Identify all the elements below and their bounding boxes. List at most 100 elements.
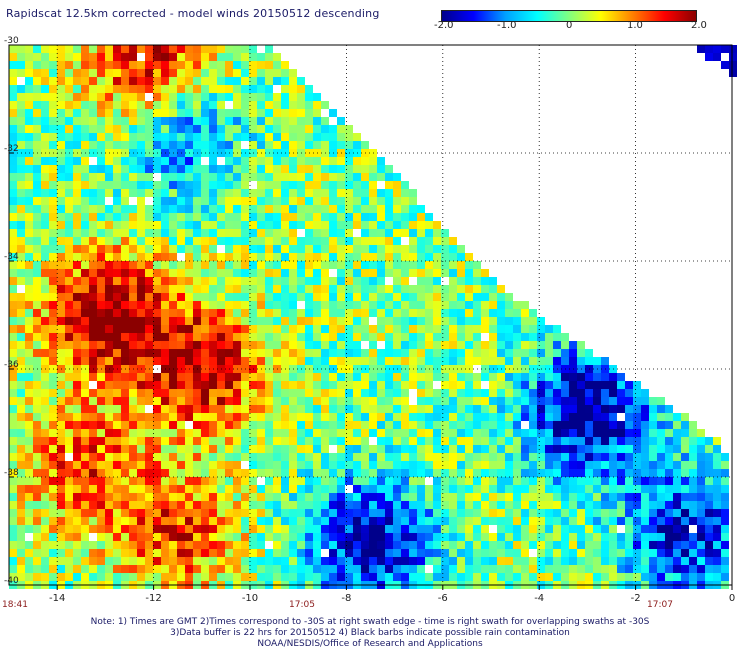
data-cell	[153, 205, 161, 213]
data-cell	[281, 205, 289, 213]
data-cell	[137, 349, 145, 357]
data-cell	[41, 357, 49, 365]
data-cell	[33, 325, 41, 333]
data-cell	[25, 77, 33, 85]
data-cell	[121, 397, 129, 405]
data-cell	[433, 277, 441, 285]
data-cell	[89, 85, 97, 93]
data-cell	[225, 213, 233, 221]
data-cell	[17, 109, 25, 117]
data-cell	[369, 237, 377, 245]
data-cell	[257, 573, 265, 581]
data-cell	[425, 541, 433, 549]
data-cell	[633, 453, 641, 461]
data-cell	[481, 405, 489, 413]
data-cell	[393, 501, 401, 509]
data-cell	[521, 461, 529, 469]
data-cell	[585, 477, 593, 485]
data-cell	[385, 341, 393, 349]
data-cell	[489, 485, 497, 493]
data-cell	[545, 533, 553, 541]
data-cell	[41, 93, 49, 101]
data-cell	[89, 53, 97, 61]
data-cell	[201, 245, 209, 253]
data-cell	[505, 541, 513, 549]
data-cell	[601, 533, 609, 541]
data-cell	[617, 389, 625, 397]
data-cell	[689, 469, 697, 477]
data-cell	[105, 445, 113, 453]
data-cell	[129, 213, 137, 221]
x-tick-label: -2	[631, 593, 641, 604]
data-cell	[313, 461, 321, 469]
data-cell	[41, 549, 49, 557]
data-cell	[689, 565, 697, 573]
data-cell	[193, 141, 201, 149]
data-cell	[289, 429, 297, 437]
data-cell	[121, 533, 129, 541]
data-cell	[73, 301, 81, 309]
data-cell	[129, 469, 137, 477]
data-cell	[297, 117, 305, 125]
data-cell	[345, 469, 353, 477]
data-cell	[185, 229, 193, 237]
data-cell	[65, 389, 73, 397]
data-cell	[273, 525, 281, 533]
data-cell	[273, 493, 281, 501]
data-cell	[345, 421, 353, 429]
data-cell	[153, 197, 161, 205]
data-cell	[113, 565, 121, 573]
data-cell	[9, 45, 17, 53]
data-cell	[105, 429, 113, 437]
footnote-line-3: NOAA/NESDIS/Office of Research and Appli…	[257, 639, 483, 649]
data-cell	[249, 157, 257, 165]
data-cell	[577, 469, 585, 477]
data-cell	[537, 341, 545, 349]
data-cell	[489, 349, 497, 357]
data-cell	[617, 549, 625, 557]
data-cell	[105, 173, 113, 181]
data-cell	[89, 109, 97, 117]
data-cell	[729, 61, 737, 69]
data-cell	[449, 493, 457, 501]
data-cell	[513, 413, 521, 421]
data-cell	[601, 453, 609, 461]
data-cell	[281, 429, 289, 437]
data-cell	[361, 541, 369, 549]
data-cell	[713, 493, 721, 501]
data-cell	[649, 469, 657, 477]
data-cell	[401, 429, 409, 437]
data-cell	[249, 165, 257, 173]
data-cell	[321, 197, 329, 205]
data-cell	[561, 541, 569, 549]
data-cell	[449, 541, 457, 549]
data-cell	[9, 181, 17, 189]
data-cell	[201, 517, 209, 525]
data-cell	[337, 541, 345, 549]
data-cell	[153, 189, 161, 197]
data-cell	[57, 85, 65, 93]
data-cell	[57, 437, 65, 445]
data-cell	[465, 429, 473, 437]
data-cell	[409, 573, 417, 581]
data-cell	[521, 501, 529, 509]
data-cell	[257, 453, 265, 461]
x-tick-label: -12	[145, 593, 161, 604]
data-cell	[145, 429, 153, 437]
data-cell	[113, 325, 121, 333]
data-cell	[137, 213, 145, 221]
data-cell	[49, 477, 57, 485]
data-cell	[177, 261, 185, 269]
data-cell	[169, 573, 177, 581]
data-cell	[457, 533, 465, 541]
data-cell	[353, 309, 361, 317]
data-cell	[177, 429, 185, 437]
data-cell	[145, 357, 153, 365]
data-cell	[273, 397, 281, 405]
data-cell	[177, 445, 185, 453]
data-cell	[601, 429, 609, 437]
data-cell	[249, 53, 257, 61]
data-cell	[393, 493, 401, 501]
data-cell	[177, 85, 185, 93]
data-cell	[465, 517, 473, 525]
